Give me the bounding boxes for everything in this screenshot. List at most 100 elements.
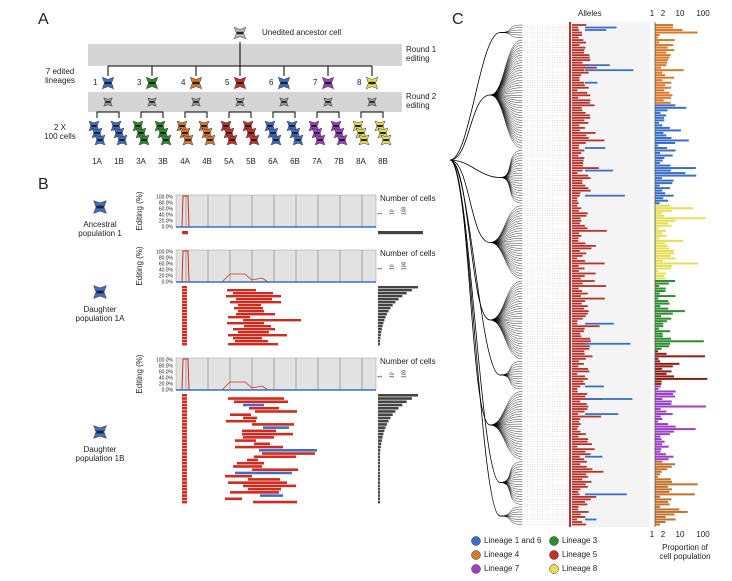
lineages-label: lineages xyxy=(45,76,75,85)
count-bar xyxy=(378,449,381,452)
allele-bar xyxy=(572,89,578,92)
cell-nucleus xyxy=(236,81,244,85)
count-bar xyxy=(378,286,418,289)
allele-bar xyxy=(572,370,590,373)
allele-bar xyxy=(572,458,585,461)
proportion-bar xyxy=(655,418,663,421)
allele-bar xyxy=(182,334,187,337)
allele-bar xyxy=(182,500,187,504)
tree-trunk xyxy=(449,32,501,161)
allele-bar xyxy=(572,433,586,436)
allele-bar xyxy=(572,127,585,129)
count-bar xyxy=(378,319,385,322)
allele-bar xyxy=(572,418,581,420)
allele-bar xyxy=(182,445,187,449)
cell-nucleus xyxy=(160,131,166,135)
allele-bar xyxy=(253,500,297,504)
allele-bar xyxy=(247,458,258,462)
allele-bar xyxy=(572,503,588,506)
tree-branch xyxy=(499,374,523,380)
allele-bar xyxy=(572,470,604,473)
cell-nucleus xyxy=(368,81,376,85)
allele-bar xyxy=(572,244,596,247)
proportion-bar xyxy=(655,169,672,172)
cell-nucleus xyxy=(324,81,332,85)
proportion-bar xyxy=(655,159,663,162)
tree-branch xyxy=(489,280,523,321)
allele-bar xyxy=(572,147,579,149)
allele-bar xyxy=(585,398,633,400)
count-label: Number of cells xyxy=(380,194,436,203)
tree-branch xyxy=(499,482,523,505)
proportion-bar xyxy=(655,355,705,358)
allele-bar xyxy=(572,159,584,162)
allele-bar xyxy=(572,207,582,210)
allele-bar xyxy=(572,209,579,212)
proportion-bar xyxy=(655,177,663,180)
count-bar xyxy=(378,340,380,343)
allele-bar xyxy=(572,224,585,227)
proportion-bar xyxy=(655,315,662,318)
cell-nucleus xyxy=(281,101,287,103)
allele-bar xyxy=(572,453,591,456)
tree-trunk xyxy=(449,159,501,178)
cells-label: 100 cells xyxy=(44,132,76,141)
proportion-bar xyxy=(655,305,661,308)
count-bar xyxy=(378,292,407,295)
allele-bar xyxy=(572,277,581,280)
allele-bar xyxy=(238,331,269,334)
allele-bar xyxy=(572,367,589,370)
editing-bg xyxy=(175,194,377,228)
tree-branch xyxy=(489,424,523,442)
proportion-bar xyxy=(655,36,659,39)
editing-trace xyxy=(181,358,190,391)
allele-bar xyxy=(572,214,587,217)
allele-bar xyxy=(585,342,631,345)
tree-branch xyxy=(489,225,523,243)
count-bar xyxy=(378,343,380,346)
allele-bar xyxy=(572,413,579,415)
allele-bar xyxy=(572,385,581,388)
bottom-tick-label: 10 xyxy=(676,530,685,539)
proportion-bar xyxy=(655,493,695,496)
allele-bar xyxy=(243,319,301,322)
proportion-bar xyxy=(655,96,672,99)
allele-bar xyxy=(572,438,589,441)
tree-branch xyxy=(499,474,523,483)
allele-bar xyxy=(572,490,579,493)
allele-bar xyxy=(182,416,187,420)
allele-bar xyxy=(234,400,288,404)
proportion-bar xyxy=(655,116,665,119)
proportion-bar xyxy=(655,254,671,257)
allele-bar xyxy=(572,405,589,408)
bottom-tick-label: 1 xyxy=(650,530,655,539)
tree-branch xyxy=(489,59,523,96)
allele-bar xyxy=(572,255,583,257)
lineage-number: 1 xyxy=(93,78,98,87)
tree-branch xyxy=(489,205,523,243)
legend-swatch xyxy=(549,536,559,546)
cell-nucleus xyxy=(229,138,235,142)
allele-bar xyxy=(228,334,287,337)
allele-bar xyxy=(572,327,585,330)
lineage-number: 7 xyxy=(313,78,318,87)
population-label: 7A xyxy=(312,157,322,166)
proportion-bar xyxy=(655,264,673,267)
allele-bar xyxy=(572,212,588,215)
allele-bar xyxy=(572,172,578,174)
proportion-bar xyxy=(655,438,662,441)
cell-nucleus xyxy=(97,138,103,142)
proportion-bar xyxy=(655,335,663,338)
y-tick-label: 80.0% xyxy=(159,200,174,206)
proportion-bar xyxy=(655,345,670,348)
allele-bar xyxy=(572,162,584,164)
cell-nucleus xyxy=(192,81,200,85)
allele-bar xyxy=(585,194,625,197)
allele-bar xyxy=(572,495,597,498)
population-label: 5A xyxy=(224,157,234,166)
proportion-bar xyxy=(655,167,696,170)
tree-branch xyxy=(489,54,523,96)
proportion-bar xyxy=(655,152,661,155)
allele-bar xyxy=(572,232,580,235)
proportion-bar xyxy=(655,192,666,195)
